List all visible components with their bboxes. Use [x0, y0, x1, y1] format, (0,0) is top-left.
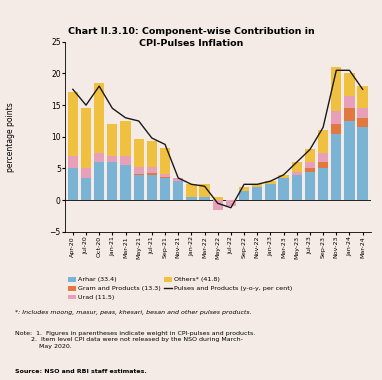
Bar — [344, 121, 354, 200]
Bar — [291, 175, 302, 200]
Bar — [331, 111, 342, 124]
Bar — [134, 139, 144, 167]
Bar — [305, 149, 315, 162]
Bar — [199, 197, 210, 200]
Bar — [68, 168, 78, 200]
Bar — [68, 156, 78, 168]
Bar — [265, 184, 275, 200]
Bar — [173, 178, 183, 181]
Bar — [278, 178, 289, 200]
Text: Chart II.3.10: Component-wise Contribution in
CPI-Pulses Inflation: Chart II.3.10: Component-wise Contributi… — [68, 27, 314, 48]
Bar — [147, 141, 157, 166]
Bar — [226, 200, 236, 206]
Bar — [81, 178, 91, 200]
Bar — [358, 86, 368, 108]
Bar — [305, 172, 315, 200]
Bar — [331, 134, 342, 200]
Bar — [344, 73, 354, 96]
Bar — [213, 197, 223, 200]
Bar — [173, 181, 183, 200]
Bar — [331, 67, 342, 111]
Bar — [134, 174, 144, 175]
Bar — [147, 173, 157, 175]
Bar — [107, 156, 118, 162]
Bar — [94, 162, 104, 200]
Bar — [291, 172, 302, 175]
Bar — [344, 108, 354, 121]
Bar — [318, 153, 328, 162]
Bar — [134, 167, 144, 174]
Bar — [147, 175, 157, 200]
Legend: Arhar (33.4), Gram and Products (13.3), Urad (11.5), Others* (41.8), Pulses and : Arhar (33.4), Gram and Products (13.3), … — [68, 277, 292, 300]
Bar — [239, 187, 249, 191]
Bar — [186, 184, 196, 197]
Bar — [120, 165, 131, 200]
Bar — [318, 162, 328, 168]
Bar — [318, 168, 328, 200]
Text: *: Includes ‪moong‬, ‪masur‬, peas, ‪khesari‬, ‪besan‬ and other pulses products: *: Includes ‪moong‬, ‪masur‬, peas, ‪khe… — [15, 310, 252, 315]
Bar — [213, 200, 223, 210]
Bar — [94, 153, 104, 162]
Bar — [160, 148, 170, 174]
Bar — [305, 168, 315, 172]
Y-axis label: Contribution in
percentage points: Contribution in percentage points — [0, 102, 15, 172]
Bar — [160, 177, 170, 178]
Bar — [68, 92, 78, 156]
Bar — [331, 124, 342, 134]
Bar — [265, 181, 275, 184]
Bar — [147, 166, 157, 173]
Bar — [81, 108, 91, 168]
Bar — [160, 178, 170, 200]
Bar — [278, 175, 289, 178]
Bar — [120, 121, 131, 156]
Bar — [344, 96, 354, 108]
Bar — [186, 197, 196, 200]
Bar — [134, 175, 144, 200]
Bar — [239, 191, 249, 200]
Bar — [291, 162, 302, 172]
Bar — [358, 108, 368, 118]
Bar — [318, 130, 328, 153]
Bar — [199, 184, 210, 197]
Bar — [160, 174, 170, 177]
Bar — [81, 168, 91, 178]
Text: Note:  1.  Figures in parentheses indicate weight in CPI-pulses and products.
  : Note: 1. Figures in parentheses indicate… — [15, 331, 256, 349]
Bar — [107, 162, 118, 200]
Text: Source: NSO and RBI staff estimates.: Source: NSO and RBI staff estimates. — [15, 369, 147, 374]
Bar — [252, 187, 262, 200]
Bar — [358, 127, 368, 200]
Bar — [358, 118, 368, 127]
Bar — [107, 124, 118, 156]
Bar — [94, 83, 104, 153]
Bar — [252, 184, 262, 187]
Bar — [305, 162, 315, 168]
Bar — [120, 156, 131, 165]
